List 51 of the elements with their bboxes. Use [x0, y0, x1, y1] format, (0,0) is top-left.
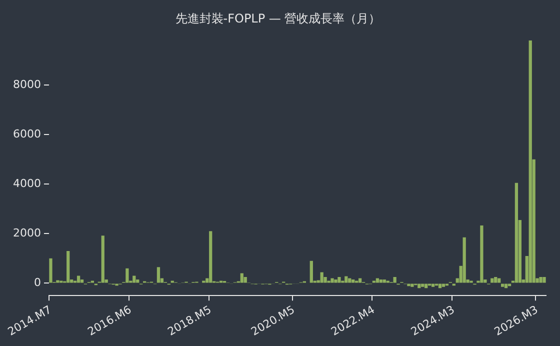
bar: [498, 278, 501, 283]
bar: [101, 236, 104, 283]
bar: [490, 278, 494, 283]
bar: [334, 279, 338, 283]
bar: [209, 231, 212, 283]
bar: [240, 273, 244, 283]
bar: [358, 278, 362, 283]
chart-title: 先進封裝-FOPLP — 營收成長率（月）: [175, 11, 381, 26]
bar: [393, 277, 396, 283]
bar: [348, 278, 352, 283]
y-tick-label: 4000: [12, 176, 41, 190]
bar: [76, 276, 80, 283]
bar: [421, 284, 424, 287]
y-tick-label: 6000: [12, 127, 41, 140]
bar: [480, 225, 484, 283]
bar: [542, 277, 546, 283]
bar: [244, 277, 247, 283]
bar: [379, 279, 382, 283]
bar: [539, 277, 542, 283]
bar: [424, 284, 428, 288]
bar: [320, 272, 324, 283]
bar: [418, 284, 421, 288]
y-tick-label: 0: [34, 276, 41, 290]
bar: [462, 237, 466, 283]
y-tick-label: 8000: [12, 78, 41, 91]
bar: [494, 277, 498, 283]
bar: [504, 284, 508, 288]
bar: [442, 284, 446, 287]
bar: [338, 277, 341, 283]
y-tick-label: 2000: [12, 226, 41, 240]
bar: [382, 279, 386, 283]
bar: [514, 182, 518, 283]
bar: [126, 268, 129, 283]
bar: [80, 279, 84, 283]
bar: [156, 267, 160, 283]
bar: [410, 284, 414, 287]
bar: [49, 258, 52, 283]
bar: [310, 260, 313, 283]
bar: [66, 250, 70, 283]
bar: [352, 279, 355, 283]
bar: [508, 284, 512, 286]
bar: [528, 40, 532, 283]
bar: [132, 276, 136, 283]
bar: [500, 284, 504, 287]
bar: [56, 280, 60, 283]
bar: [376, 278, 379, 283]
bar: [431, 284, 435, 287]
bar: [407, 284, 410, 286]
bar: [136, 279, 140, 283]
bar: [438, 284, 442, 288]
bar: [330, 278, 334, 283]
